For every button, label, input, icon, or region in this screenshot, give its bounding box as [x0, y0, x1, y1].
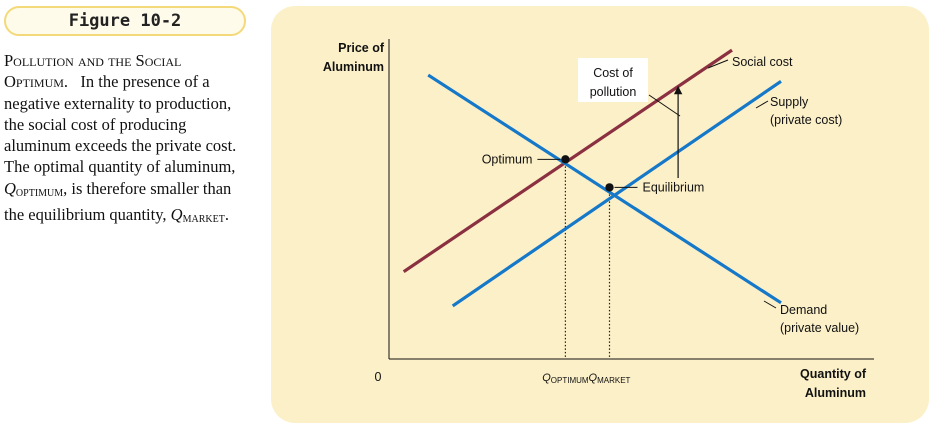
annotation-box — [578, 58, 648, 102]
caption-text-2: , is therefore smaller than the equilibr… — [4, 178, 232, 225]
caption-text-1: In the presence of a negative externalit… — [4, 72, 237, 177]
figure-caption: Pollution and the Social Optimum. In the… — [4, 50, 254, 230]
x-axis-label: Quantity of Aluminum — [800, 367, 867, 400]
demand-line — [427, 73, 782, 305]
supply-leader — [755, 100, 769, 109]
demand-leader — [763, 300, 777, 309]
q-optimum-tick-label: QOPTIMUM — [542, 372, 589, 385]
social-cost-leader — [707, 59, 729, 69]
supply-label: Supply (private cost) — [770, 95, 842, 127]
equilibrium-label: Equilibrium — [643, 180, 705, 194]
equilibrium-point — [605, 183, 614, 192]
social-cost-label: Social cost — [732, 55, 793, 69]
caption-q-optimum: QOPTIMUM — [4, 178, 64, 199]
origin-label: 0 — [375, 370, 382, 384]
caption-q-market: QMARKET — [170, 205, 225, 226]
cost-of-pollution-label: Cost of pollution — [590, 66, 637, 99]
demand-label: Demand (private value) — [780, 303, 859, 335]
caption-text-3: . — [224, 205, 229, 225]
figure-label: Figure 10-2 — [4, 6, 246, 36]
plot-area: Price of Aluminum Quantity of Aluminum 0 Opti… — [323, 39, 874, 400]
optimum-label: Optimum — [482, 152, 533, 166]
annotation-leader — [648, 94, 681, 117]
optimum-point — [561, 155, 570, 164]
y-axis-label: Price of Aluminum — [323, 41, 385, 74]
caption-title: Pollution and the Social Optimum. — [4, 51, 182, 92]
q-market-tick-label: QMARKET — [589, 372, 631, 385]
supply-line — [451, 79, 782, 308]
